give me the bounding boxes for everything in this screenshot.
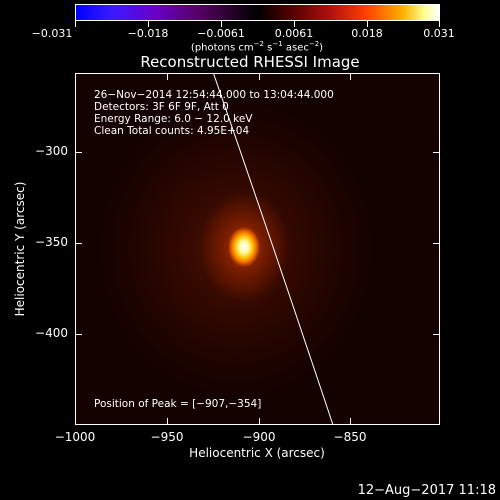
y-tick-label: −400 bbox=[35, 326, 68, 340]
y-tick-label: −350 bbox=[35, 235, 68, 249]
colorbar-tick-label: 0.0061 bbox=[274, 27, 314, 40]
colorbar-tick bbox=[439, 21, 440, 27]
colorbar-tick-label: −0.031 bbox=[31, 27, 73, 40]
detectors-label: Detectors: 3F 6F 9F, Att 0 bbox=[94, 101, 229, 113]
y-tick bbox=[433, 152, 440, 153]
x-tick bbox=[350, 418, 351, 425]
x-tick bbox=[75, 418, 76, 425]
date-stamp: 12−Aug−2017 11:18 bbox=[357, 483, 496, 498]
x-tick-label: −950 bbox=[150, 430, 184, 444]
x-tick bbox=[167, 418, 168, 425]
colorbar-tick bbox=[294, 21, 295, 27]
y-axis-title: Heliocentric Y (arcsec) bbox=[13, 181, 27, 317]
solar-limb-line bbox=[213, 74, 334, 424]
colorbar-units: (photons cm−2 s−1 asec−2) bbox=[190, 40, 324, 54]
colorbar-tick-label: −0.018 bbox=[127, 27, 169, 40]
colorbar bbox=[75, 4, 440, 21]
x-tick bbox=[259, 418, 260, 425]
time-range-label: 26−Nov−2014 12:54:44.000 to 13:04:44.000 bbox=[94, 89, 334, 101]
energy-range-label: Energy Range: 6.0 − 12.0 keV bbox=[94, 113, 253, 125]
y-tick-label: −300 bbox=[35, 144, 68, 158]
colorbar-tick bbox=[75, 21, 76, 27]
x-tick-label: −900 bbox=[242, 430, 276, 444]
x-tick bbox=[259, 73, 260, 80]
x-tick-label: −1000 bbox=[54, 430, 96, 444]
colorbar-tick bbox=[367, 21, 368, 27]
limb-overlay bbox=[213, 74, 334, 424]
colorbar-tick-label: −0.0061 bbox=[197, 27, 245, 40]
colorbar-tick bbox=[221, 21, 222, 27]
colorbar-tick bbox=[148, 21, 149, 27]
peak-position-label: Position of Peak = [−907,−354] bbox=[94, 398, 262, 410]
x-axis-title: Heliocentric X (arcsec) bbox=[189, 446, 325, 460]
method-counts-label: Clean Total counts: 4.95E+04 bbox=[94, 125, 250, 137]
y-tick bbox=[75, 243, 82, 244]
plot-title: Reconstructed RHESSI Image bbox=[140, 53, 360, 71]
x-tick bbox=[167, 73, 168, 80]
y-tick bbox=[75, 152, 82, 153]
image-plot: 26−Nov−2014 12:54:44.000 to 13:04:44.000… bbox=[75, 73, 440, 425]
colorbar-tick-label: 0.018 bbox=[351, 27, 383, 40]
y-tick bbox=[433, 243, 440, 244]
y-tick bbox=[433, 334, 440, 335]
x-tick bbox=[350, 73, 351, 80]
x-tick-label: −850 bbox=[333, 430, 367, 444]
y-tick bbox=[75, 334, 82, 335]
colorbar-tick-label: 0.031 bbox=[423, 27, 455, 40]
